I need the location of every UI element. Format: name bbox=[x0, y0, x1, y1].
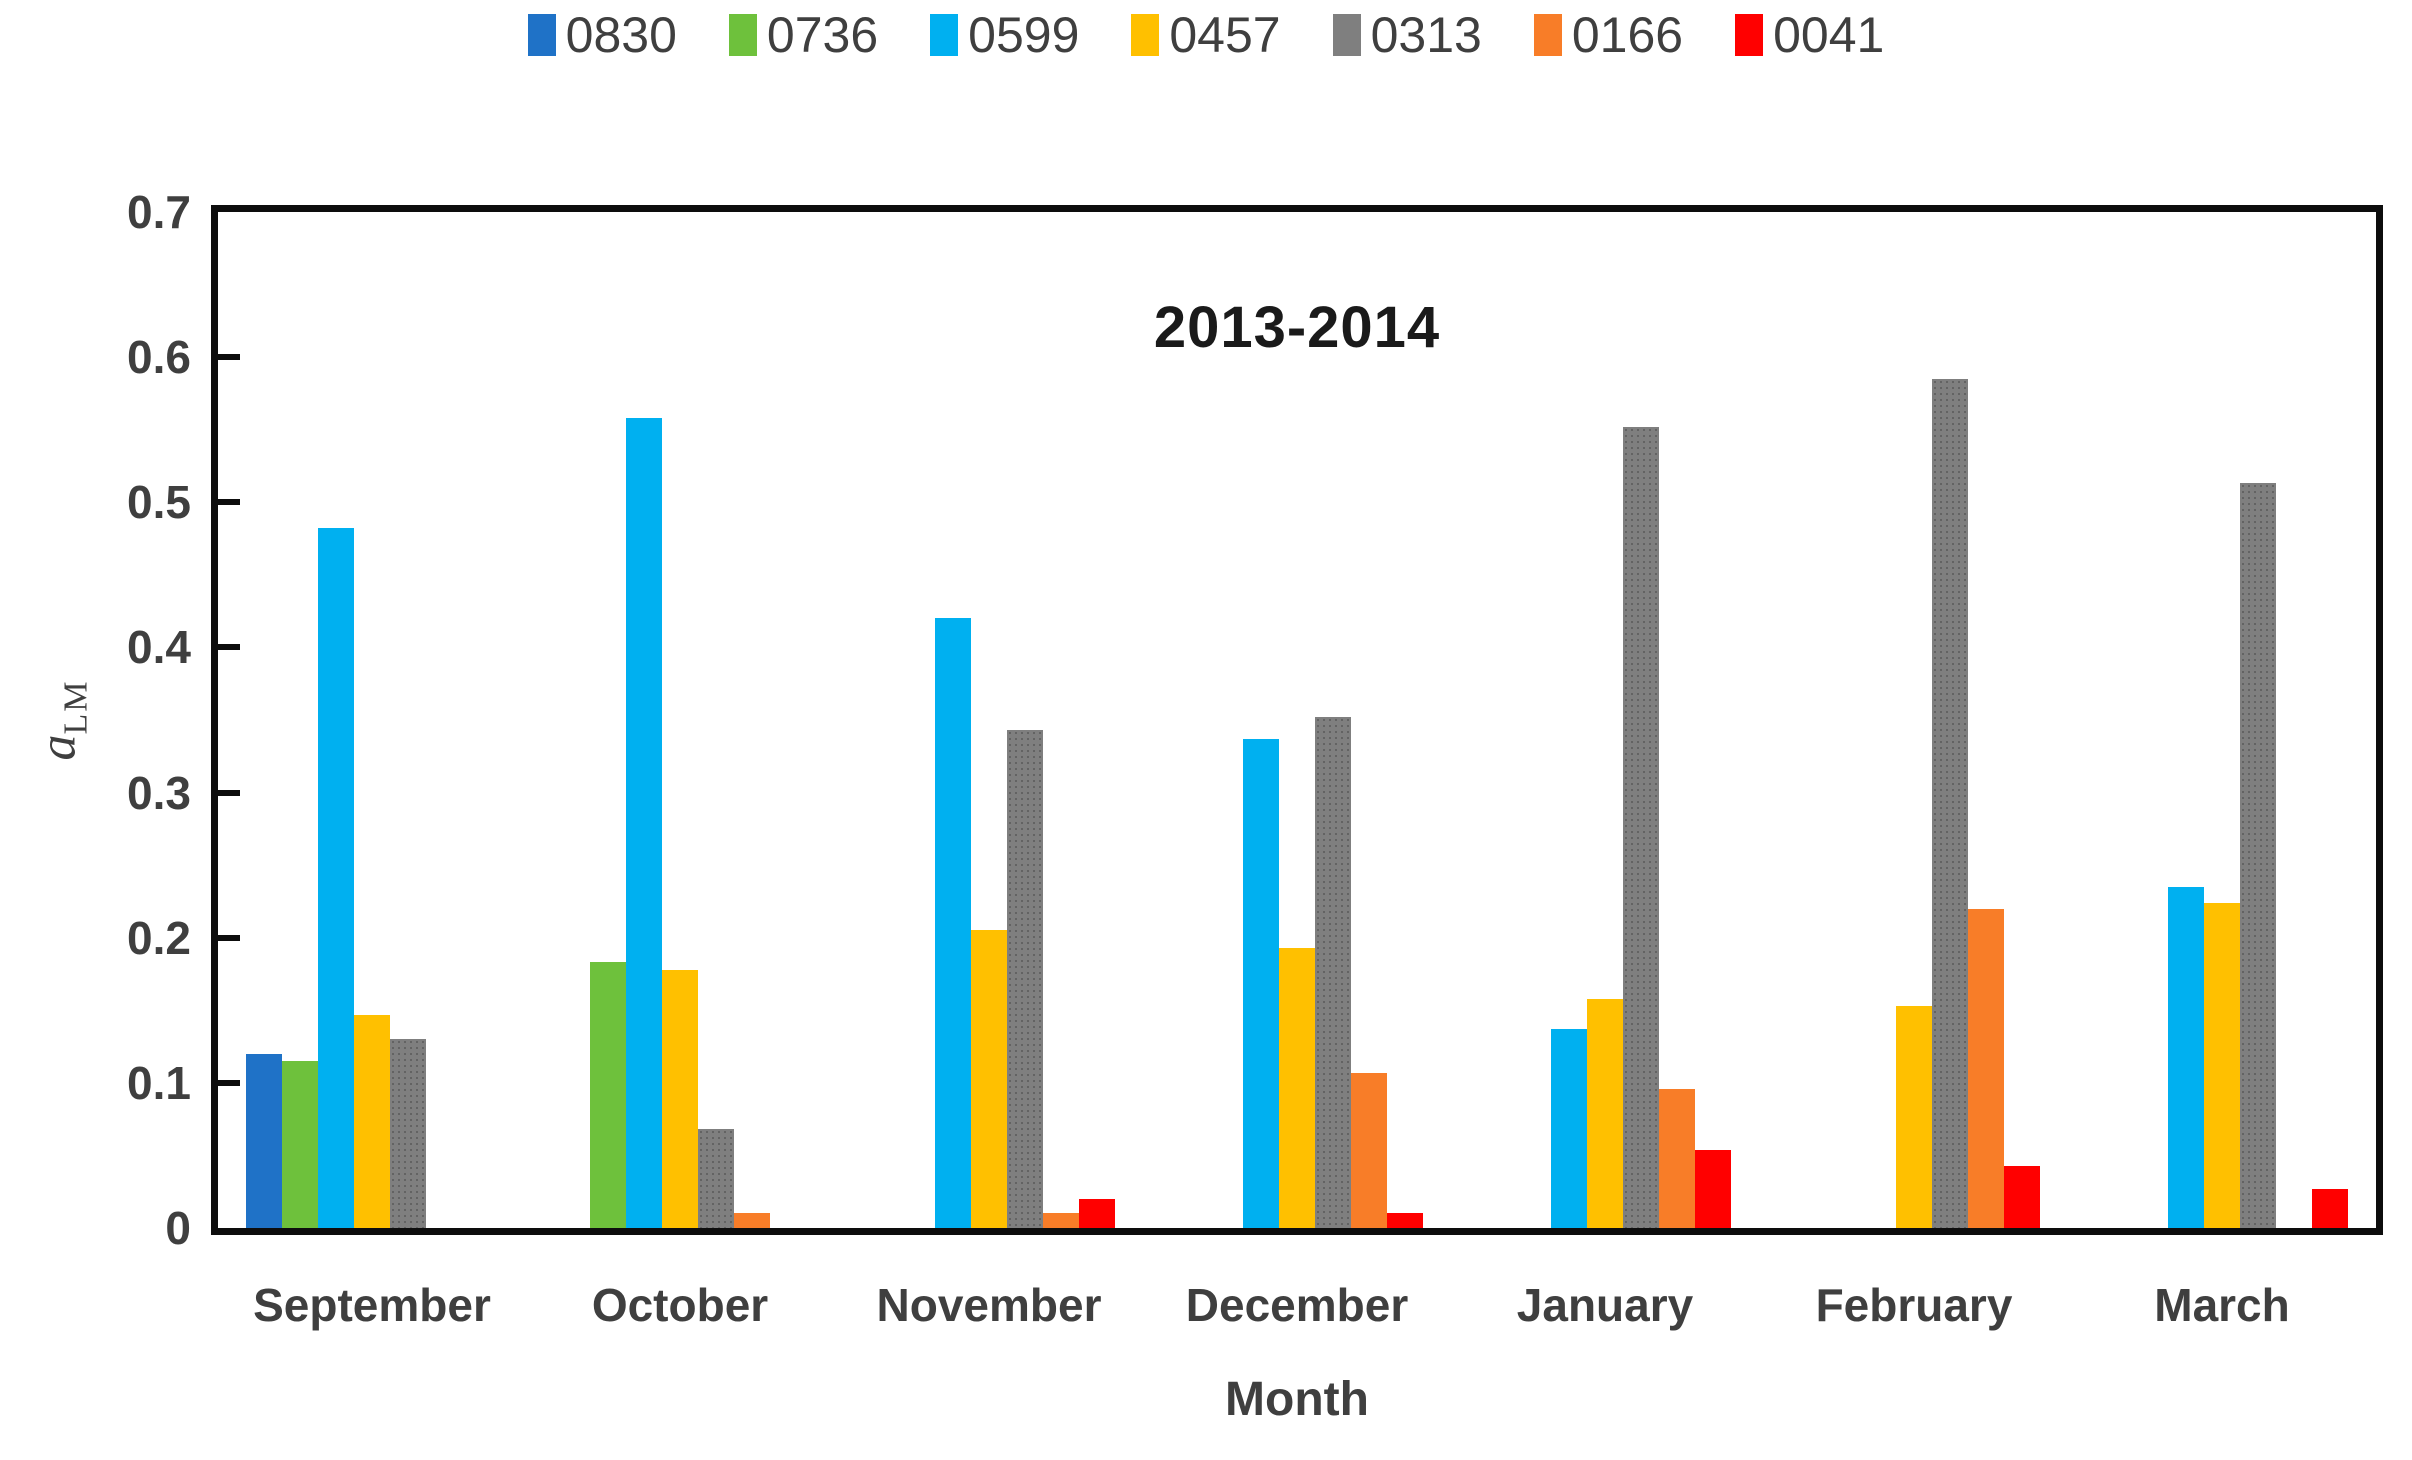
y-tick-label-0.2: 0.2 bbox=[127, 911, 191, 964]
bar-0313-november bbox=[1007, 730, 1043, 1228]
x-tick-label-november: November bbox=[876, 1279, 1102, 1331]
legend-item-0457: 0457 bbox=[1131, 7, 1281, 63]
bar-0457-october bbox=[662, 970, 698, 1228]
legend-item-0041: 0041 bbox=[1735, 10, 1884, 60]
bar-0457-february bbox=[1896, 1006, 1932, 1228]
legend-label-0041: 0041 bbox=[1773, 7, 1885, 63]
bar-0599-september bbox=[318, 528, 354, 1228]
bar-0736-october bbox=[590, 962, 626, 1228]
legend-item-0736: 0736 bbox=[728, 7, 879, 63]
legend-swatch-0313 bbox=[1332, 14, 1361, 56]
x-tick-label-march: March bbox=[2154, 1279, 2290, 1331]
plot-inner bbox=[218, 212, 2376, 1228]
bar-0041-february bbox=[2004, 1166, 2040, 1228]
y-tick-label-0.6: 0.6 bbox=[127, 331, 191, 384]
bar-0313-december bbox=[1315, 717, 1351, 1228]
legend-swatch-0736 bbox=[728, 14, 757, 56]
legend-swatch-0457 bbox=[1131, 14, 1160, 56]
bar-0313-march bbox=[2240, 483, 2276, 1228]
bar-0457-september bbox=[354, 1015, 390, 1228]
legend-swatch-0166 bbox=[1533, 14, 1562, 56]
y-tick-mark-0.6 bbox=[218, 354, 240, 361]
y-axis-label-subscript: LM bbox=[57, 679, 95, 735]
y-tick-mark-0.1 bbox=[218, 1079, 240, 1086]
legend-item-0166: 0166 bbox=[1533, 7, 1684, 63]
plot-area: 2013-2014 bbox=[211, 205, 2383, 1235]
y-axis-label-symbol: a bbox=[29, 734, 87, 761]
x-tick-label-february: February bbox=[1815, 1279, 2013, 1331]
chart-legend: 0830 0736 0599 0457 0313 0166 0041 bbox=[0, 10, 2412, 60]
legend-swatch-0599 bbox=[930, 14, 959, 56]
y-tick-mark-0.5 bbox=[218, 499, 240, 506]
bar-0041-march bbox=[2312, 1189, 2348, 1228]
legend-item-0313: 0313 bbox=[1332, 7, 1482, 63]
y-tick-label-0.3: 0.3 bbox=[127, 766, 191, 819]
legend-item-0830: 0830 bbox=[527, 7, 677, 63]
y-tick-mark-0.4 bbox=[218, 644, 240, 651]
bar-0041-november bbox=[1079, 1199, 1115, 1228]
bar-0166-february bbox=[1968, 909, 2004, 1228]
y-tick-mark-0.2 bbox=[218, 934, 240, 941]
y-tick-label-0.4: 0.4 bbox=[127, 621, 191, 674]
bar-0599-january bbox=[1551, 1029, 1587, 1228]
y-tick-label-0.7: 0.7 bbox=[127, 186, 191, 238]
bar-0599-october bbox=[626, 418, 662, 1228]
bar-0313-october bbox=[698, 1129, 734, 1228]
legend-swatch-0830 bbox=[527, 14, 556, 56]
legend-item-0599: 0599 bbox=[930, 10, 1079, 60]
bar-0599-november bbox=[935, 618, 971, 1228]
legend-label-0736: 0736 bbox=[766, 7, 879, 63]
y-tick-mark-0.3 bbox=[218, 789, 240, 796]
bar-0041-december bbox=[1387, 1213, 1423, 1228]
bar-0313-september bbox=[390, 1039, 426, 1228]
legend-label-0166: 0166 bbox=[1571, 7, 1684, 63]
y-tick-label-0: 0 bbox=[165, 1202, 191, 1254]
y-tick-label-0.1: 0.1 bbox=[127, 1056, 191, 1109]
bar-0599-march bbox=[2168, 887, 2204, 1228]
bar-0313-january bbox=[1623, 427, 1659, 1228]
bar-0830-september bbox=[246, 1054, 282, 1228]
legend-label-0599: 0599 bbox=[968, 7, 1080, 63]
bar-0166-january bbox=[1659, 1089, 1695, 1228]
legend-swatch-0041 bbox=[1735, 14, 1764, 56]
legend-label-0313: 0313 bbox=[1370, 7, 1482, 63]
bar-0457-november bbox=[971, 930, 1007, 1228]
bar-0166-november bbox=[1043, 1213, 1079, 1228]
bar-0736-september bbox=[282, 1061, 318, 1228]
y-tick-label-0.5: 0.5 bbox=[127, 476, 191, 529]
bar-0599-december bbox=[1243, 739, 1279, 1228]
x-tick-label-september: September bbox=[253, 1279, 491, 1331]
bar-0313-february bbox=[1932, 379, 1968, 1228]
bar-0166-october bbox=[734, 1213, 770, 1228]
x-axis-label: Month bbox=[1225, 1373, 1369, 1426]
x-tick-label-october: October bbox=[591, 1279, 769, 1331]
bar-0457-december bbox=[1279, 948, 1315, 1228]
x-tick-label-december: December bbox=[1185, 1279, 1409, 1331]
bar-0457-march bbox=[2204, 903, 2240, 1228]
legend-label-0457: 0457 bbox=[1169, 7, 1281, 63]
y-axis-label: aLM bbox=[29, 680, 96, 761]
legend-label-0830: 0830 bbox=[565, 7, 677, 63]
bar-0457-january bbox=[1587, 999, 1623, 1228]
bar-0166-december bbox=[1351, 1073, 1387, 1228]
chart-title: 2013-2014 bbox=[1153, 295, 1441, 360]
x-tick-label-january: January bbox=[1516, 1279, 1694, 1331]
bar-0041-january bbox=[1695, 1150, 1731, 1228]
